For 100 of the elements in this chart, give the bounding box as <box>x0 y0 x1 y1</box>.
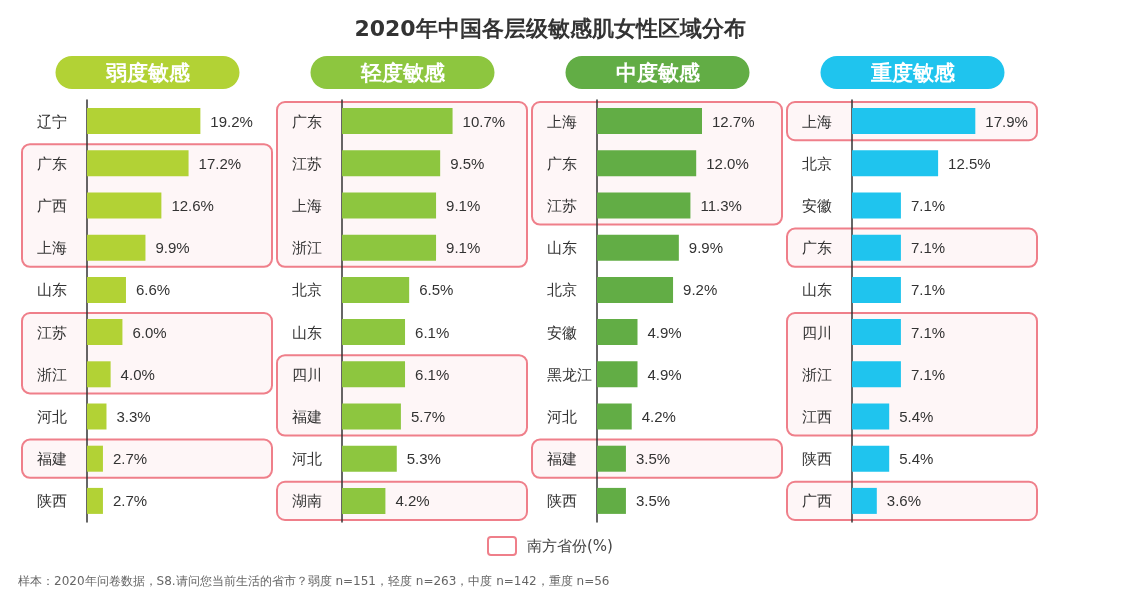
data-label: 6.6% <box>135 281 171 299</box>
bar <box>852 234 901 261</box>
y-tick-label: 山东 <box>802 281 832 299</box>
data-label: 9.9% <box>155 239 190 257</box>
bar <box>342 150 441 177</box>
y-tick-label: 上海 <box>37 239 67 257</box>
y-tick-label: 山东 <box>292 323 322 341</box>
bar <box>597 108 702 135</box>
y-tick-label: 山东 <box>37 281 67 299</box>
bar <box>342 276 410 303</box>
y-tick-label: 河北 <box>37 408 67 425</box>
bar <box>597 192 691 219</box>
y-tick-label: 江苏 <box>292 154 322 172</box>
y-tick-label: 北京 <box>292 281 322 299</box>
data-label: 10.7% <box>462 112 506 130</box>
y-tick-label: 北京 <box>802 154 832 172</box>
bar <box>87 192 162 219</box>
data-label: 12.0% <box>706 154 749 172</box>
data-label: 6.1% <box>415 323 450 341</box>
data-label: 2.7% <box>112 450 148 468</box>
data-label: 5.4% <box>899 450 934 468</box>
y-tick-label: 河北 <box>547 408 577 425</box>
y-tick-label: 黑龙江 <box>547 365 592 383</box>
bar <box>342 192 437 219</box>
bar <box>852 108 976 135</box>
y-tick-label: 广东 <box>37 154 67 172</box>
data-label: 17.2% <box>198 154 242 172</box>
bar <box>342 319 406 346</box>
bar <box>597 319 638 346</box>
bar <box>87 234 146 261</box>
data-label: 6.1% <box>415 365 450 383</box>
bar <box>87 276 126 303</box>
data-label: 4.0% <box>120 365 155 383</box>
data-label: 7.1% <box>910 323 946 341</box>
data-label: 7.1% <box>910 197 946 214</box>
bar <box>342 487 386 514</box>
bar <box>597 276 674 303</box>
y-tick-label: 广东 <box>547 154 577 172</box>
bar <box>597 150 697 177</box>
y-tick-label: 北京 <box>547 281 577 299</box>
bar <box>852 192 901 219</box>
bar <box>87 361 111 388</box>
y-tick-label: 湖南 <box>292 492 322 510</box>
bar <box>597 234 679 261</box>
bar <box>342 403 401 430</box>
y-tick-label: 福建 <box>292 408 322 425</box>
y-tick-label: 河北 <box>292 450 322 468</box>
y-tick-label: 江西 <box>802 408 832 425</box>
bar <box>342 108 453 135</box>
bar <box>852 445 890 472</box>
bar <box>597 487 626 514</box>
bar <box>87 150 189 177</box>
y-tick-label: 山东 <box>547 239 577 257</box>
bar <box>342 361 406 388</box>
chart-title: 弱度敏感 <box>104 61 191 84</box>
data-label: 4.9% <box>647 365 682 383</box>
data-label: 11.3% <box>700 197 742 214</box>
y-tick-label: 陕西 <box>802 450 832 468</box>
y-tick-label: 浙江 <box>292 239 322 257</box>
data-label: 3.5% <box>635 450 671 468</box>
bar <box>852 276 901 303</box>
y-tick-label: 上海 <box>802 112 832 130</box>
bar <box>852 361 901 388</box>
data-label: 5.3% <box>406 450 441 468</box>
y-tick-label: 福建 <box>547 450 577 468</box>
y-tick-label: 陕西 <box>547 492 577 510</box>
bar <box>852 150 939 177</box>
y-tick-label: 广东 <box>292 112 322 130</box>
chart-title: 轻度敏感 <box>359 61 446 84</box>
data-label: 9.1% <box>446 239 481 257</box>
bar <box>852 319 901 346</box>
data-label: 2.7% <box>112 492 148 510</box>
y-tick-label: 江苏 <box>37 323 67 341</box>
y-tick-label: 四川 <box>802 323 832 341</box>
y-tick-label: 辽宁 <box>37 112 67 130</box>
bar <box>852 487 877 514</box>
chart-title: 重度敏感 <box>869 61 956 84</box>
text: 南方省份(%) <box>526 536 614 556</box>
bar <box>342 234 437 261</box>
bar <box>87 108 201 135</box>
y-tick-label: 浙江 <box>37 365 67 383</box>
y-tick-label: 江苏 <box>547 197 577 214</box>
y-tick-label: 浙江 <box>802 365 832 383</box>
y-tick-label: 上海 <box>292 197 322 214</box>
data-label: 9.1% <box>446 197 481 214</box>
data-label: 19.2% <box>210 112 253 130</box>
data-label: 6.0% <box>132 323 167 341</box>
data-label: 4.2% <box>641 408 676 425</box>
text: 2020年中国各层级敏感肌女性区域分布 <box>353 15 747 43</box>
data-label: 9.2% <box>683 281 718 299</box>
chart-title: 中度敏感 <box>615 61 701 84</box>
text: 样本：2020年问卷数据，S8.请问您当前生活的省市？弱度 n=151，轻度 n=263，中度 n=142，重度 n=56 <box>18 573 610 590</box>
bar <box>597 403 632 430</box>
bar <box>87 487 103 514</box>
y-tick-label: 上海 <box>547 112 577 130</box>
data-label: 6.5% <box>419 281 454 299</box>
data-label: 9.9% <box>688 239 724 257</box>
bar <box>87 319 123 346</box>
y-tick-label: 广西 <box>802 492 832 510</box>
y-tick-label: 广西 <box>37 197 67 214</box>
